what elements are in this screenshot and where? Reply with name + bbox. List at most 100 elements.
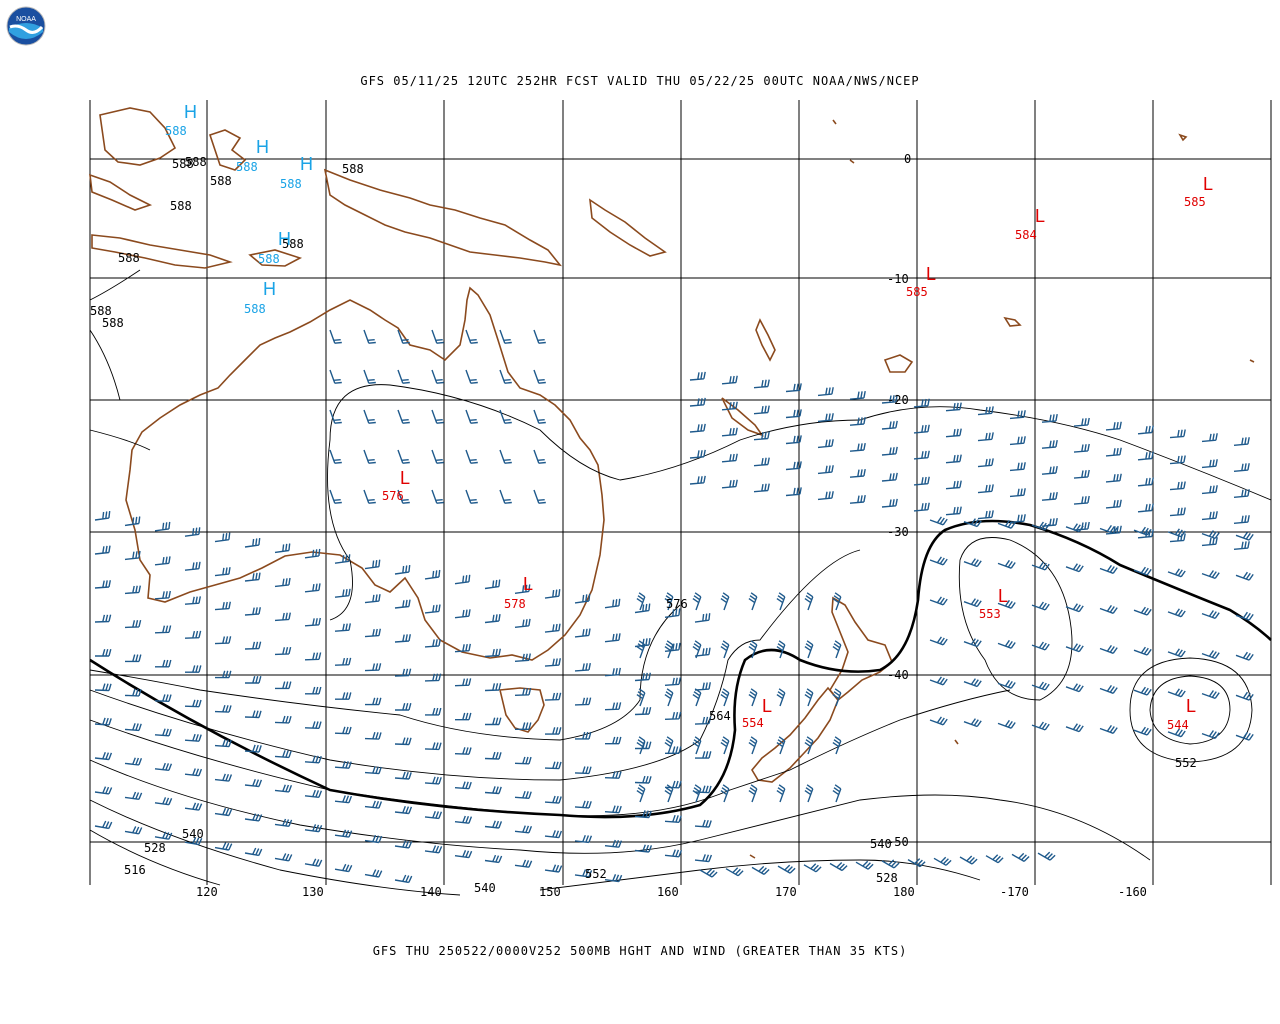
wind-barb	[394, 668, 412, 677]
wind-barb	[214, 636, 232, 645]
wind-barb	[776, 592, 786, 611]
wind-barb	[94, 820, 113, 830]
wind-barbs	[94, 329, 1254, 884]
wind-barb	[804, 640, 814, 659]
wind-barb	[832, 784, 842, 803]
wind-barb	[185, 665, 202, 673]
wind-barb	[881, 420, 898, 430]
wind-barb	[544, 589, 561, 599]
low-marker: L	[1203, 174, 1213, 194]
wind-barb	[465, 409, 478, 424]
wind-barb	[634, 775, 652, 784]
wind-barb	[929, 556, 948, 566]
wind-barb	[929, 516, 948, 526]
wind-barb	[424, 604, 441, 614]
contour-label: 564	[709, 709, 731, 723]
wind-barb	[154, 728, 172, 737]
wind-barb	[184, 699, 202, 708]
low-value: 585	[1184, 195, 1206, 209]
contour-label: 528	[876, 871, 898, 885]
wind-barb	[1009, 488, 1026, 498]
wind-barb	[125, 654, 142, 663]
wind-barb	[881, 446, 898, 456]
wind-barb	[424, 776, 442, 785]
wind-barb	[907, 858, 926, 868]
wind-barb	[1235, 691, 1254, 701]
lon-label: 150	[539, 885, 561, 899]
wind-barb	[124, 688, 142, 697]
lon-label: 140	[420, 885, 442, 899]
wind-barb	[244, 710, 262, 719]
wind-barb	[184, 836, 203, 846]
lon-label: 170	[775, 885, 797, 899]
low-value: 578	[504, 597, 526, 611]
lat-label: -50	[887, 835, 909, 849]
high-value: 588	[280, 177, 302, 191]
wind-barb	[499, 489, 512, 504]
wind-barb	[397, 329, 410, 344]
wind-barb	[785, 409, 802, 419]
latitude-labels: 0 -10 -20 -30 -40 -50	[887, 152, 911, 849]
wind-barb	[997, 599, 1016, 609]
wind-barb	[533, 369, 546, 384]
wind-barb	[1201, 570, 1220, 580]
wind-barb	[397, 489, 410, 504]
wind-barb	[1169, 429, 1186, 439]
wind-barb	[1031, 641, 1050, 651]
lon-label: 160	[657, 885, 679, 899]
wind-barb	[394, 840, 413, 849]
wind-barb	[929, 596, 948, 606]
wind-barb	[776, 736, 786, 755]
wind-barb	[1009, 462, 1026, 472]
wind-barb	[274, 715, 292, 724]
wind-barb	[604, 805, 622, 814]
wind-barb	[634, 844, 653, 853]
wind-barb	[484, 579, 501, 590]
contour-labels: 588 588 588 588 588 588 588 588 588 576 …	[90, 155, 1197, 895]
wind-barb	[514, 618, 531, 628]
wind-barb	[829, 862, 848, 872]
wind-barb	[574, 834, 593, 844]
wind-barb	[636, 784, 646, 803]
wind-barb	[1073, 469, 1090, 479]
wind-barb	[664, 814, 682, 823]
wind-barb	[881, 859, 900, 869]
wind-barb	[963, 718, 982, 728]
wind-barb	[305, 686, 322, 695]
new-caledonia-coast	[721, 397, 765, 437]
low-marker: L	[400, 468, 410, 488]
wind-barb	[184, 768, 203, 777]
wind-barb	[394, 737, 412, 746]
wind-barb	[514, 584, 531, 594]
wind-barb	[977, 406, 994, 416]
wind-barb	[544, 761, 562, 770]
wind-barb	[533, 329, 546, 344]
wind-barb	[803, 863, 822, 873]
wind-barb	[1167, 648, 1186, 658]
wind-barb	[1233, 489, 1250, 498]
contour-5640-bold	[89, 519, 1272, 819]
wind-barb	[424, 569, 441, 580]
wind-barb	[94, 614, 112, 623]
wind-barb	[1065, 723, 1084, 733]
nz-north-coast	[829, 596, 893, 702]
wind-barb	[1011, 852, 1030, 863]
wind-barb	[154, 625, 172, 634]
wind-barb	[849, 442, 866, 452]
wind-barb	[785, 461, 802, 471]
wind-barb	[124, 757, 143, 766]
wind-barb	[804, 688, 814, 707]
wind-barb	[817, 465, 834, 475]
wind-barb	[751, 865, 770, 876]
wind-barb	[154, 556, 171, 566]
wind-barb	[394, 806, 413, 815]
wind-barb	[244, 813, 263, 822]
wind-barb	[95, 649, 112, 657]
high-value: 588	[236, 160, 258, 174]
wind-barb	[1065, 523, 1084, 533]
contour-label: 540	[870, 837, 892, 851]
wind-barb	[1235, 571, 1254, 581]
wind-barb	[945, 480, 962, 490]
wind-barb	[155, 659, 172, 668]
wind-barb	[154, 694, 172, 702]
